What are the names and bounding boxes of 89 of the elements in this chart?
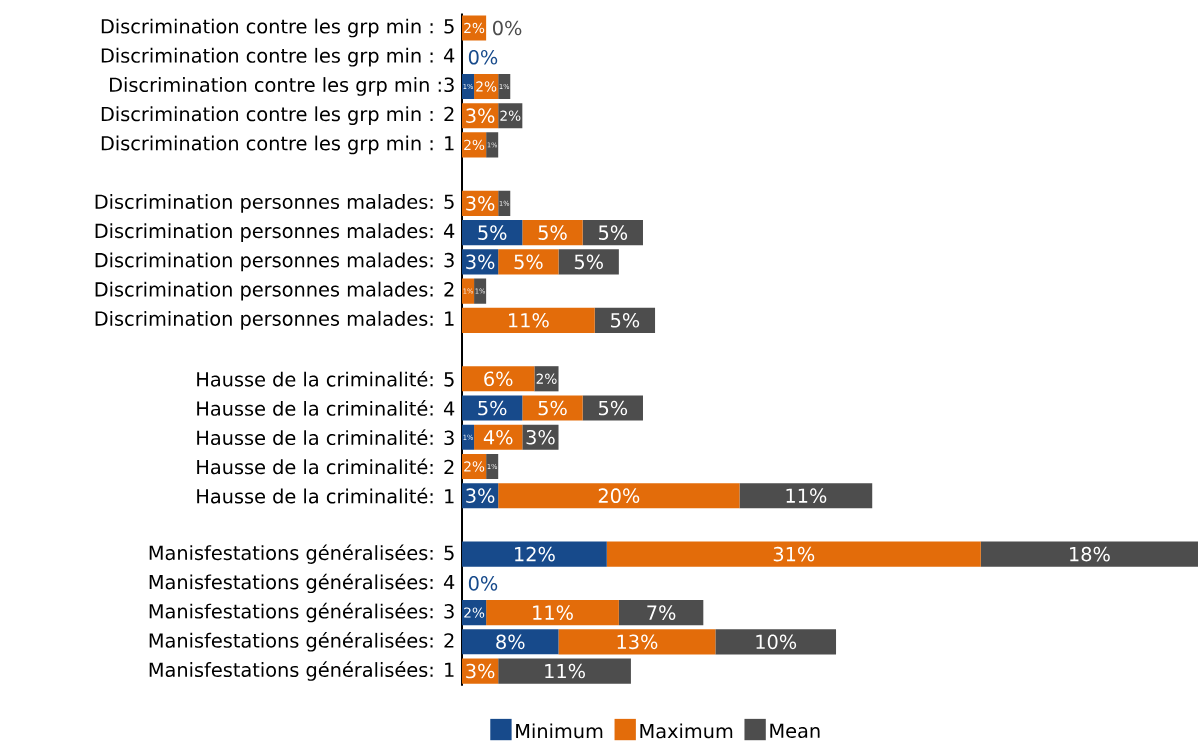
bar (462, 541, 607, 567)
bar (486, 132, 499, 158)
y-tick-label: Hausse de la criminalité: 3 (197, 429, 454, 446)
bar (739, 483, 873, 509)
data-label: 3% (466, 108, 495, 123)
bar (498, 483, 740, 509)
y-tick-label: Discrimination contre les grp min : 4 (101, 47, 455, 67)
data-label: 10% (756, 634, 797, 650)
y-tick-label: Discrimination personnes malades: 4 (95, 223, 455, 242)
data-label: 0% (468, 576, 498, 591)
data-label: 5% (538, 225, 567, 240)
data-label: 5% (611, 312, 640, 328)
bar (462, 629, 559, 655)
bar (462, 307, 595, 333)
data-label: 2% (464, 22, 485, 34)
data-label: 2% (476, 81, 497, 92)
data-label: 3% (526, 429, 555, 445)
bar (618, 600, 704, 626)
data-label: 5% (538, 400, 567, 416)
bar (715, 629, 837, 655)
data-label: 5% (574, 254, 603, 270)
bar (498, 249, 559, 275)
bar (558, 249, 619, 275)
legend-label: Minimum (516, 723, 603, 739)
bar (462, 366, 535, 392)
data-label: 3% (466, 196, 495, 211)
data-label: 3% (466, 488, 495, 503)
data-label: 20% (598, 488, 640, 503)
y-tick-label: Hausse de la criminalité: 4 (197, 400, 455, 416)
bar (486, 453, 499, 480)
data-label: 2% (464, 139, 485, 151)
y-tick-label: Discrimination personnes malades: 1 (95, 310, 454, 330)
bar (534, 366, 559, 392)
data-label: 8% (496, 634, 525, 650)
y-tick-label: Discrimination contre les grp min :3 (110, 77, 454, 96)
bar (582, 395, 643, 421)
y-tick-label: Manisfestations généralisées: 3 (149, 602, 454, 623)
data-label: 5% (598, 400, 628, 416)
data-label: 5% (598, 225, 628, 240)
y-tick-label: Discrimination contre les grp min : 1 (101, 135, 454, 155)
bar (606, 541, 981, 567)
bar (462, 395, 523, 421)
data-label: 11% (786, 488, 827, 503)
bar (522, 395, 583, 421)
bar (498, 73, 511, 100)
data-label: 11% (509, 312, 549, 328)
data-label: 4% (483, 429, 513, 445)
y-tick-label: Discrimination contre les grp min : 5 (101, 18, 454, 38)
y-tick-label: Manisfestations généralisées: 1 (149, 661, 454, 681)
data-label: 11% (533, 605, 573, 620)
data-label: 11% (545, 663, 585, 679)
data-label: 3% (466, 663, 495, 679)
y-tick-label: Discrimination personnes malades: 5 (95, 194, 454, 213)
legend-label: Mean (770, 723, 820, 739)
data-label: 2% (464, 461, 485, 472)
y-tick-label: Discrimination personnes malades: 2 (95, 281, 454, 301)
data-label: 0% (493, 20, 522, 36)
y-tick-label: Discrimination personnes malades: 3 (95, 252, 454, 272)
bar (594, 307, 656, 333)
bar (498, 658, 631, 684)
bar (558, 629, 716, 655)
data-label: 0% (468, 49, 498, 65)
bar (522, 220, 583, 246)
data-label: 31% (773, 546, 815, 562)
y-tick-label: Manisfestations généralisées: 5 (149, 544, 454, 564)
data-label: 2% (464, 607, 485, 618)
bar (980, 541, 1198, 567)
data-label: 5% (514, 254, 543, 270)
legend-label: Maximum (640, 723, 733, 739)
data-label: 5% (478, 225, 507, 240)
bar (582, 220, 643, 246)
bar (486, 600, 619, 626)
y-tick-label: Hausse de la criminalité: 2 (197, 458, 454, 475)
y-tick-label: Manisfestations généralisées: 4 (149, 573, 455, 594)
y-tick-label: Discrimination contre les grp min : 2 (101, 106, 454, 126)
data-label: 12% (515, 546, 555, 562)
y-tick-label: Manisfestations généralisées: 2 (149, 632, 454, 652)
data-label: 7% (647, 605, 676, 620)
data-label: 18% (1070, 546, 1110, 562)
data-label: 13% (617, 634, 658, 650)
y-tick-label: Hausse de la criminalité: 5 (197, 370, 454, 387)
data-label: 5% (478, 400, 507, 416)
data-label: 2% (500, 110, 521, 121)
y-tick-label: Hausse de la criminalité: 1 (197, 487, 454, 504)
bar (498, 190, 511, 216)
data-label: 2% (536, 373, 557, 384)
data-label: 6% (484, 371, 513, 387)
bar (474, 278, 487, 304)
data-label: 3% (466, 254, 495, 270)
